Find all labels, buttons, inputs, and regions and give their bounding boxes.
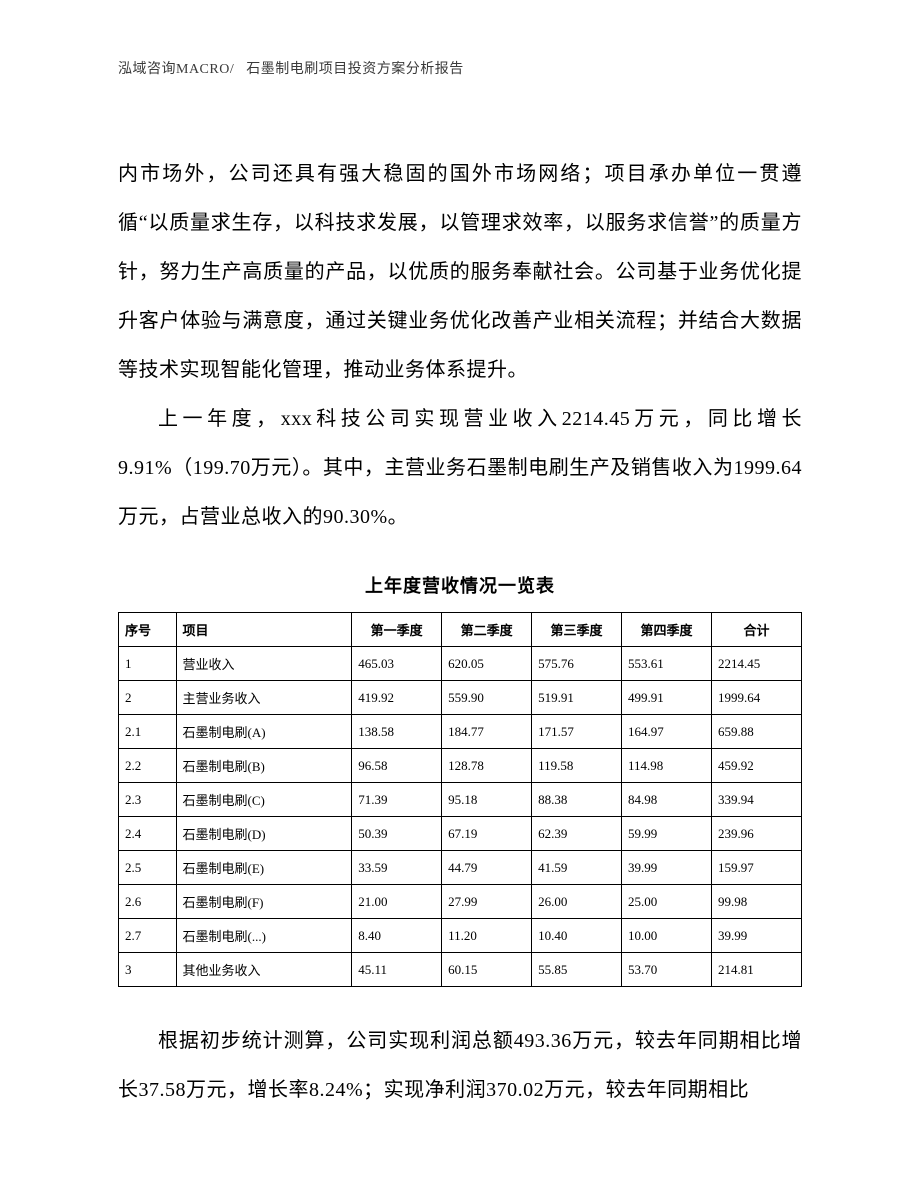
- table-cell: 营业收入: [176, 647, 352, 681]
- table-cell: 1: [119, 647, 177, 681]
- table-cell: 88.38: [532, 783, 622, 817]
- table-cell: 519.91: [532, 681, 622, 715]
- table-cell: 138.58: [352, 715, 442, 749]
- table-cell: 239.96: [711, 817, 801, 851]
- table-cell: 2: [119, 681, 177, 715]
- table-cell: 128.78: [442, 749, 532, 783]
- table-row: 2.4石墨制电刷(D)50.3967.1962.3959.99239.96: [119, 817, 802, 851]
- table-cell: 55.85: [532, 953, 622, 987]
- table-cell: 2.2: [119, 749, 177, 783]
- table-row: 2.6石墨制电刷(F)21.0027.9926.0025.0099.98: [119, 885, 802, 919]
- table-cell: 其他业务收入: [176, 953, 352, 987]
- col-header-q4: 第四季度: [622, 613, 712, 647]
- table-cell: 459.92: [711, 749, 801, 783]
- table-cell: 95.18: [442, 783, 532, 817]
- paragraph-2: 上一年度，xxx科技公司实现营业收入2214.45万元，同比增长9.91%（19…: [118, 395, 802, 542]
- table-cell: 27.99: [442, 885, 532, 919]
- table-cell: 10.40: [532, 919, 622, 953]
- table-row: 2.3石墨制电刷(C)71.3995.1888.3884.98339.94: [119, 783, 802, 817]
- table-cell: 67.19: [442, 817, 532, 851]
- table-cell: 2.5: [119, 851, 177, 885]
- revenue-table: 序号 项目 第一季度 第二季度 第三季度 第四季度 合计 1营业收入465.03…: [118, 612, 802, 987]
- table-body: 1营业收入465.03620.05575.76553.612214.452主营业…: [119, 647, 802, 987]
- table-cell: 620.05: [442, 647, 532, 681]
- paragraph-3: 根据初步统计测算，公司实现利润总额493.36万元，较去年同期相比增长37.58…: [118, 1017, 802, 1115]
- table-cell: 2.1: [119, 715, 177, 749]
- table-cell: 99.98: [711, 885, 801, 919]
- col-header-item: 项目: [176, 613, 352, 647]
- table-cell: 25.00: [622, 885, 712, 919]
- table-cell: 21.00: [352, 885, 442, 919]
- table-cell: 石墨制电刷(F): [176, 885, 352, 919]
- table-cell: 10.00: [622, 919, 712, 953]
- table-cell: 1999.64: [711, 681, 801, 715]
- table-row: 2.5石墨制电刷(E)33.5944.7941.5939.99159.97: [119, 851, 802, 885]
- table-cell: 659.88: [711, 715, 801, 749]
- table-title: 上年度营收情况一览表: [118, 572, 802, 598]
- table-cell: 2.3: [119, 783, 177, 817]
- table-cell: 39.99: [622, 851, 712, 885]
- table-row: 3其他业务收入45.1160.1555.8553.70214.81: [119, 953, 802, 987]
- table-cell: 60.15: [442, 953, 532, 987]
- table-cell: 53.70: [622, 953, 712, 987]
- table-cell: 45.11: [352, 953, 442, 987]
- col-header-q2: 第二季度: [442, 613, 532, 647]
- col-header-q3: 第三季度: [532, 613, 622, 647]
- table-row: 2主营业务收入419.92559.90519.91499.911999.64: [119, 681, 802, 715]
- table-cell: 164.97: [622, 715, 712, 749]
- table-cell: 50.39: [352, 817, 442, 851]
- table-cell: 44.79: [442, 851, 532, 885]
- page-container: 泓域咨询MACRO/ 石墨制电刷项目投资方案分析报告 内市场外，公司还具有强大稳…: [0, 0, 920, 1175]
- table-cell: 71.39: [352, 783, 442, 817]
- table-row: 2.2石墨制电刷(B)96.58128.78119.58114.98459.92: [119, 749, 802, 783]
- table-cell: 石墨制电刷(B): [176, 749, 352, 783]
- table-cell: 96.58: [352, 749, 442, 783]
- table-cell: 553.61: [622, 647, 712, 681]
- table-cell: 171.57: [532, 715, 622, 749]
- table-cell: 33.59: [352, 851, 442, 885]
- table-cell: 59.99: [622, 817, 712, 851]
- table-cell: 214.81: [711, 953, 801, 987]
- table-cell: 26.00: [532, 885, 622, 919]
- header-left: 泓域咨询MACRO/: [118, 62, 234, 77]
- table-cell: 石墨制电刷(D): [176, 817, 352, 851]
- table-row: 2.1石墨制电刷(A)138.58184.77171.57164.97659.8…: [119, 715, 802, 749]
- table-cell: 2.7: [119, 919, 177, 953]
- table-cell: 2214.45: [711, 647, 801, 681]
- table-cell: 114.98: [622, 749, 712, 783]
- table-cell: 499.91: [622, 681, 712, 715]
- table-cell: 119.58: [532, 749, 622, 783]
- table-cell: 159.97: [711, 851, 801, 885]
- col-header-total: 合计: [711, 613, 801, 647]
- table-cell: 3: [119, 953, 177, 987]
- table-cell: 339.94: [711, 783, 801, 817]
- table-cell: 62.39: [532, 817, 622, 851]
- table-header-row: 序号 项目 第一季度 第二季度 第三季度 第四季度 合计: [119, 613, 802, 647]
- table-cell: 8.40: [352, 919, 442, 953]
- table-cell: 41.59: [532, 851, 622, 885]
- table-row: 2.7石墨制电刷(...)8.4011.2010.4010.0039.99: [119, 919, 802, 953]
- table-cell: 39.99: [711, 919, 801, 953]
- table-cell: 84.98: [622, 783, 712, 817]
- table-cell: 2.4: [119, 817, 177, 851]
- table-cell: 石墨制电刷(E): [176, 851, 352, 885]
- col-header-seq: 序号: [119, 613, 177, 647]
- table-cell: 石墨制电刷(...): [176, 919, 352, 953]
- table-row: 1营业收入465.03620.05575.76553.612214.45: [119, 647, 802, 681]
- table-cell: 2.6: [119, 885, 177, 919]
- table-cell: 465.03: [352, 647, 442, 681]
- table-cell: 石墨制电刷(A): [176, 715, 352, 749]
- table-cell: 石墨制电刷(C): [176, 783, 352, 817]
- table-cell: 主营业务收入: [176, 681, 352, 715]
- paragraph-1: 内市场外，公司还具有强大稳固的国外市场网络；项目承办单位一贯遵循“以质量求生存，…: [118, 150, 802, 395]
- header-right: 石墨制电刷项目投资方案分析报告: [246, 62, 464, 77]
- page-header: 泓域咨询MACRO/ 石墨制电刷项目投资方案分析报告: [118, 58, 802, 78]
- table-cell: 419.92: [352, 681, 442, 715]
- col-header-q1: 第一季度: [352, 613, 442, 647]
- table-cell: 11.20: [442, 919, 532, 953]
- table-cell: 575.76: [532, 647, 622, 681]
- table-cell: 184.77: [442, 715, 532, 749]
- table-cell: 559.90: [442, 681, 532, 715]
